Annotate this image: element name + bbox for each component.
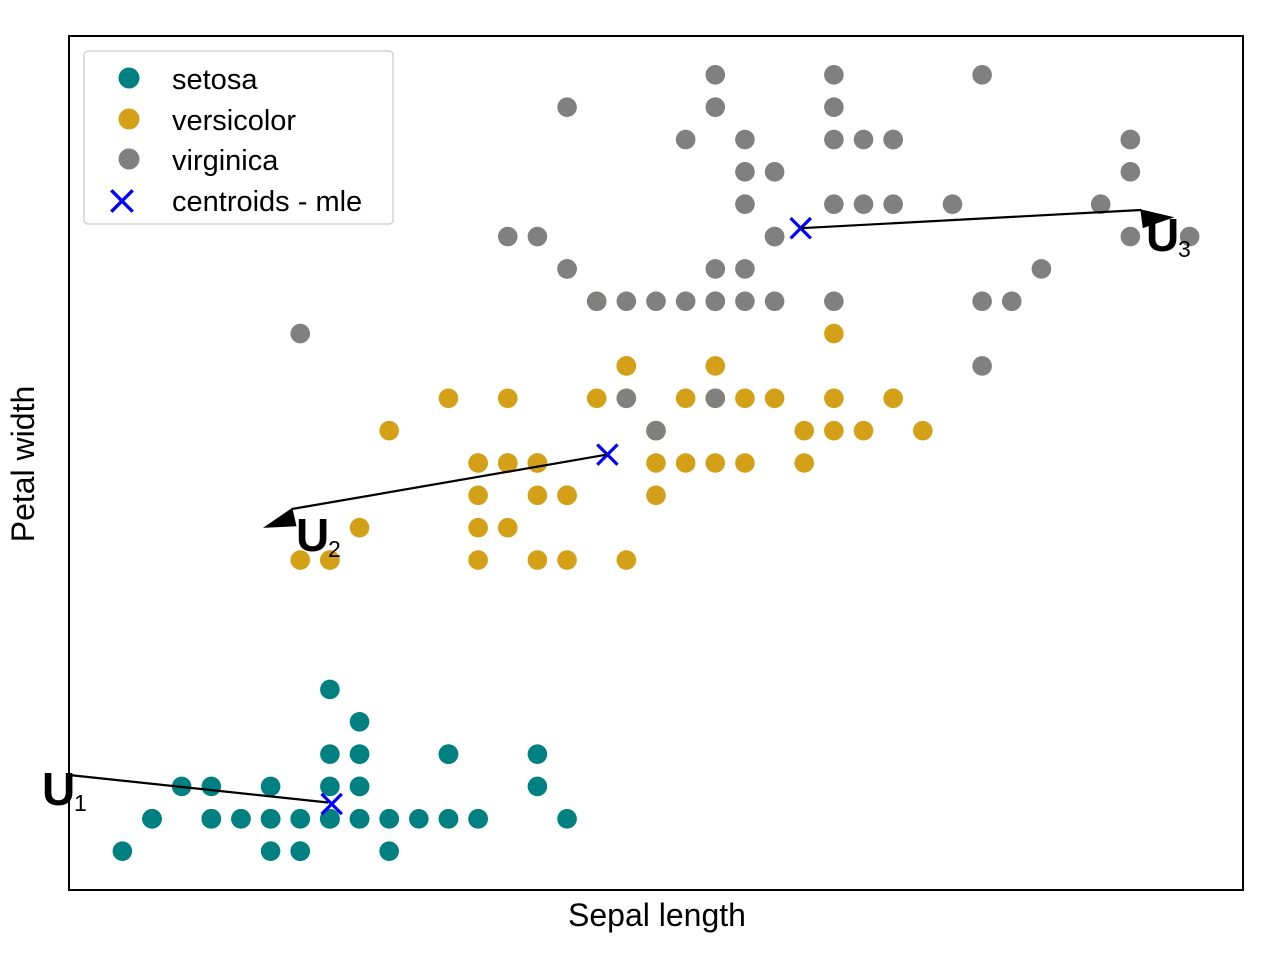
svg-text:Sepal length: Sepal length	[568, 897, 746, 933]
svg-text:2: 2	[328, 536, 341, 562]
svg-text:centroids - mle: centroids - mle	[172, 186, 362, 218]
svg-text:1: 1	[74, 790, 87, 816]
svg-text:3: 3	[1178, 236, 1191, 262]
svg-text:virginica: virginica	[172, 145, 279, 177]
svg-text:U: U	[296, 509, 329, 561]
svg-text:versicolor: versicolor	[172, 105, 296, 137]
svg-text:setosa: setosa	[172, 64, 258, 96]
svg-text:Petal width: Petal width	[5, 386, 41, 543]
svg-text:U: U	[1146, 209, 1179, 261]
svg-text:U: U	[42, 763, 75, 815]
